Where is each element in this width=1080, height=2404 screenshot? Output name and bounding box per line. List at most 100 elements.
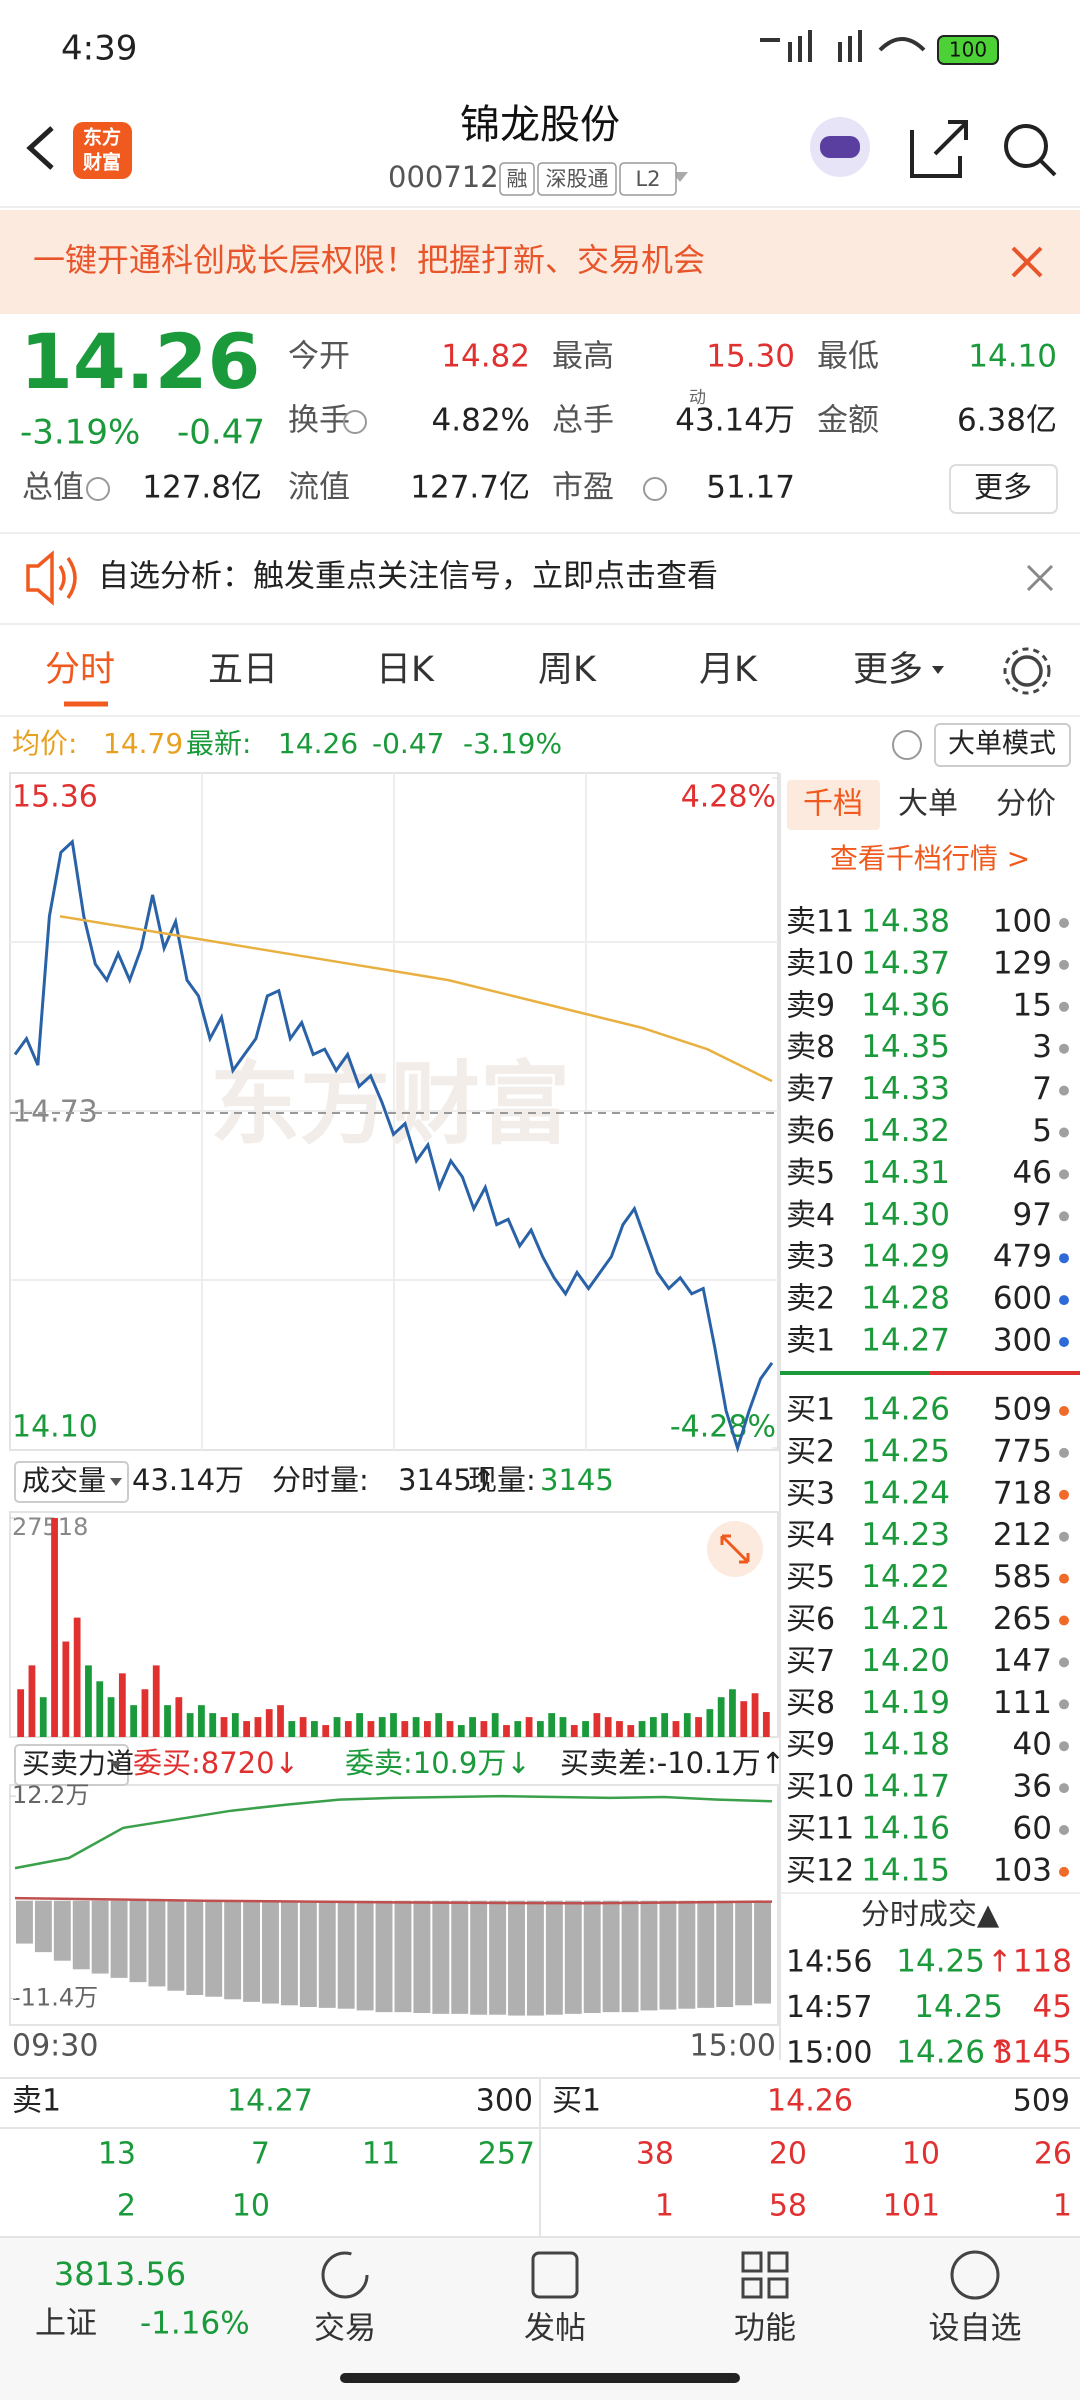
book-price: 14.27 xyxy=(861,1323,950,1359)
book-volume: 111 xyxy=(993,1685,1052,1721)
nav-label[interactable]: 发帖 xyxy=(524,2311,586,2347)
ask-total: 委卖:10.9万↓ xyxy=(345,1746,531,1780)
panel-tab[interactable]: 千档 xyxy=(803,787,863,822)
volume-bar xyxy=(344,1721,352,1737)
trade-arrow: ↑ xyxy=(987,2036,1012,2071)
tab[interactable]: 五日 xyxy=(208,650,278,690)
banner[interactable] xyxy=(0,210,1080,314)
settings-button[interactable] xyxy=(1011,655,1043,687)
indicator-select[interactable] xyxy=(14,1744,129,1786)
book-price: 14.22 xyxy=(861,1559,950,1595)
book-price: 14.35 xyxy=(861,1029,950,1065)
book-dot xyxy=(1059,1211,1069,1222)
book-label: 买12 xyxy=(786,1853,854,1888)
nav-icon[interactable] xyxy=(950,2250,1000,2300)
trades-title: 分时成交▲ xyxy=(861,1897,1000,1931)
nav-label[interactable]: 功能 xyxy=(734,2311,796,2347)
tab[interactable]: 日K xyxy=(376,650,435,690)
analysis-text[interactable]: 自选分析：触发重点关注信号，立即点击查看 xyxy=(98,559,718,595)
mode-button[interactable] xyxy=(934,723,1071,767)
volume-bar xyxy=(299,1717,307,1737)
sell-force-bar xyxy=(564,1900,582,2014)
field-value: 6.38亿 xyxy=(957,403,1057,439)
book-dot xyxy=(1059,1615,1069,1626)
volume-bar xyxy=(186,1713,194,1737)
indicator-select[interactable] xyxy=(14,1461,129,1503)
book-price: 14.17 xyxy=(861,1769,950,1805)
book-dot xyxy=(1059,1447,1069,1458)
queue-order: 101 xyxy=(883,2189,940,2224)
panel-tab[interactable]: 分价 xyxy=(996,787,1056,822)
volume-select-label: 成交量 xyxy=(22,1464,106,1497)
search-button[interactable] xyxy=(1004,124,1048,168)
queue-order: 257 xyxy=(478,2137,535,2172)
volume-bar xyxy=(582,1721,589,1737)
sell-force-bar xyxy=(110,1900,128,1978)
volume-bar xyxy=(695,1717,702,1737)
share-button[interactable] xyxy=(910,120,968,178)
book-label: 买9 xyxy=(786,1728,835,1763)
field-value: 14.82 xyxy=(441,339,530,375)
info-icon[interactable] xyxy=(343,410,367,434)
volume-bar xyxy=(118,1673,126,1737)
tab[interactable]: 更多 xyxy=(853,650,923,690)
nav-icon[interactable] xyxy=(531,2251,579,2299)
depth-link[interactable]: 查看千档行情 > xyxy=(830,842,1030,875)
sell-force-bar xyxy=(716,1900,734,2007)
help-icon[interactable] xyxy=(892,730,922,760)
panel-tab[interactable]: 大单 xyxy=(898,787,958,822)
tab[interactable]: 分时 xyxy=(45,650,115,690)
volume-bar xyxy=(62,1641,70,1737)
volume-bar xyxy=(740,1701,748,1737)
now-label: 现量: xyxy=(468,1463,536,1497)
back-button[interactable] xyxy=(26,126,54,170)
volume-bar xyxy=(457,1725,465,1737)
index-value[interactable]: 3813.56 xyxy=(54,2255,186,2293)
more-button[interactable] xyxy=(949,464,1058,514)
trade-price: 14.26 xyxy=(896,2035,985,2071)
book-volume: 36 xyxy=(1013,1769,1052,1805)
volume-bar xyxy=(638,1721,646,1737)
info-icon[interactable] xyxy=(86,477,110,501)
badge-label: L2 xyxy=(635,167,660,191)
sell-force-bar xyxy=(91,1900,109,1974)
index-pct: -1.16% xyxy=(140,2306,250,2342)
book-volume: 103 xyxy=(993,1852,1052,1888)
volume-bar xyxy=(164,1705,171,1737)
nav-label[interactable]: 设自选 xyxy=(929,2311,1022,2347)
sell-force-bar xyxy=(413,1900,431,2013)
book-volume: 40 xyxy=(1013,1727,1052,1763)
book-price: 14.16 xyxy=(861,1811,950,1847)
tab[interactable]: 月K xyxy=(699,650,758,690)
book-dot xyxy=(1059,1657,1069,1668)
banner-close[interactable] xyxy=(1011,246,1043,278)
book-price: 14.20 xyxy=(861,1643,950,1679)
sell-force-bar xyxy=(16,1900,33,1944)
y-tick-label: -11.4万 xyxy=(12,1983,98,2011)
volume-bar xyxy=(231,1713,239,1737)
sell-force-bar xyxy=(451,1900,469,2014)
avatar-face xyxy=(820,136,860,158)
avg-line xyxy=(59,915,773,1083)
nav-icon[interactable] xyxy=(321,2251,369,2299)
volume-bar xyxy=(616,1721,623,1737)
panel-tab-active[interactable] xyxy=(787,780,880,830)
info-latest: 14.26 xyxy=(278,727,358,760)
nav-label[interactable]: 交易 xyxy=(314,2311,376,2347)
volume-bar xyxy=(435,1713,443,1737)
nav-icon[interactable] xyxy=(741,2251,789,2299)
mode-label: 大单模式 xyxy=(948,729,1056,760)
book-label: 卖1 xyxy=(786,1324,835,1359)
badge-label: 深股通 xyxy=(546,167,609,191)
dropdown-arrow xyxy=(110,1478,122,1486)
trade-time: 15:00 xyxy=(786,2036,872,2071)
book-dot xyxy=(1059,1573,1069,1584)
tab[interactable]: 周K xyxy=(538,650,597,690)
book-volume: 509 xyxy=(993,1392,1052,1428)
book-price: 14.30 xyxy=(861,1197,950,1233)
analysis-close[interactable] xyxy=(1026,564,1054,592)
volume-bar xyxy=(604,1717,612,1737)
field-label: 换手 xyxy=(288,403,350,439)
info-icon[interactable] xyxy=(643,477,667,501)
